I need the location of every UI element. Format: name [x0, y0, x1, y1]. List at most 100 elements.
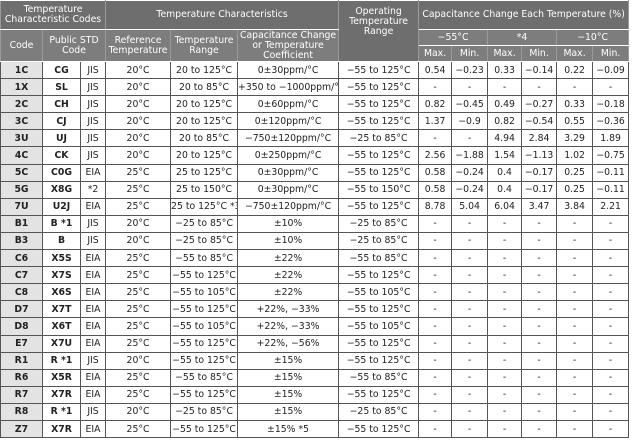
cell-operating-range: −55 to 125°C [338, 163, 420, 182]
cell-t4-min: - [521, 351, 558, 370]
cell-standard: JIS [79, 78, 107, 97]
cell-coefficient: ±15% [237, 368, 340, 387]
cell-t4-max: 1.54 [487, 146, 523, 165]
cell-operating-range: −25 to 85°C [338, 231, 420, 251]
cell-code: 4C [0, 146, 43, 165]
header-operating: Operating Temperature Range [338, 0, 420, 62]
cell-t4-max: - [487, 402, 523, 421]
cell-operating-range: −55 to 150°C [338, 180, 420, 199]
cell-reference-temp: 20°C [105, 214, 172, 233]
cell-m10-min: - [592, 300, 630, 319]
cell-reference-temp: 20°C [105, 129, 172, 148]
header-temp-2: *4 [487, 29, 558, 46]
cell-m10-max: - [556, 300, 594, 319]
cell-m55-max: - [418, 266, 453, 285]
cell-public-code: U2J [42, 197, 81, 216]
cell-t4-max: - [487, 368, 523, 387]
cell-t4-max: - [487, 317, 523, 336]
cell-code: B3 [0, 231, 43, 251]
cell-reference-temp: 20°C [105, 112, 172, 131]
cell-temp-range: −55 to 85°C [170, 249, 239, 268]
cell-public-code: R *1 [42, 402, 81, 421]
header-reference: Reference Temperature [105, 29, 172, 62]
table-row: R6 X5R EIA 25°C −55 to 85°C ±15% −55 to 85°C - -… [0, 368, 630, 387]
cell-coefficient: ±22% [237, 283, 340, 302]
cell-coefficient: 0±30ppm/°C [237, 180, 340, 199]
cell-reference-temp: 25°C [105, 385, 172, 404]
cell-m10-max: - [556, 351, 594, 370]
cell-t4-max: - [487, 249, 523, 268]
cell-t4-min: - [521, 334, 558, 353]
cell-m10-max: 0.25 [556, 163, 594, 182]
cell-public-code: X7T [42, 300, 81, 319]
cell-standard: JIS [79, 60, 107, 80]
cell-code: D8 [0, 317, 43, 336]
cell-reference-temp: 20°C [105, 351, 172, 370]
cell-m55-max: - [418, 214, 453, 233]
cell-t4-max: - [487, 419, 523, 439]
cell-m55-max: 0.82 [418, 95, 453, 114]
cell-coefficient: 0±30ppm/°C [237, 60, 340, 80]
cell-public-code: UJ [42, 129, 81, 148]
cell-reference-temp: 20°C [105, 146, 172, 165]
cell-m10-min: - [592, 283, 630, 302]
table-row: E7 X7U EIA 25°C −55 to 125°C +22%, −56% −55 to… [0, 334, 630, 353]
cell-t4-min: 2.84 [521, 129, 558, 148]
cell-m10-min: −0.75 [592, 146, 630, 165]
cell-standard: JIS [79, 112, 107, 131]
cell-code: 5G [0, 180, 43, 199]
cell-m10-max: 3.84 [556, 197, 594, 216]
table-row: R1 R *1 JIS 20°C −55 to 125°C ±15% −55 to 125°… [0, 351, 630, 370]
cell-m10-max: 0.25 [556, 180, 594, 199]
cell-t4-min: - [521, 385, 558, 404]
cell-operating-range: −55 to 125°C [338, 300, 420, 319]
cell-t4-max: - [487, 231, 523, 251]
cell-m55-max: 2.56 [418, 146, 453, 165]
cell-m10-min: - [592, 368, 630, 387]
table-row: R8 R *1 JIS 20°C −25 to 85°C ±15% −25 to 85°C -… [0, 402, 630, 421]
header-temp-group: Temperature Characteristics [105, 0, 340, 30]
cell-m55-max: - [418, 402, 453, 421]
cell-code: 3C [0, 112, 43, 131]
header-max: Max. [418, 45, 453, 62]
cell-public-code: X6T [42, 317, 81, 336]
cell-reference-temp: 25°C [105, 334, 172, 353]
cell-m10-max: - [556, 214, 594, 233]
table-row: 1C CG JIS 20°C 20 to 125°C 0±30ppm/°C −55 to 1… [0, 60, 630, 80]
cell-public-code: X5R [42, 368, 81, 387]
cell-coefficient: +350 to −1000ppm/°C [237, 78, 340, 97]
cell-m55-min: - [451, 368, 489, 387]
cell-code: R8 [0, 402, 43, 421]
cell-m55-min: - [451, 351, 489, 370]
cell-temp-range: −55 to 105°C [170, 317, 239, 336]
cell-m55-min: - [451, 266, 489, 285]
cell-code: 3U [0, 129, 43, 148]
cell-m55-max: - [418, 129, 453, 148]
cell-m10-min: - [592, 385, 630, 404]
cell-m10-min: - [592, 78, 630, 97]
cell-coefficient: +22%, −56% [237, 334, 340, 353]
table-row: B1 B *1 JIS 20°C −25 to 85°C ±10% −25 to 85°C -… [0, 214, 630, 233]
cell-standard: EIA [79, 249, 107, 268]
cell-m55-max: - [418, 78, 453, 97]
cell-temp-range: −25 to 85°C [170, 214, 239, 233]
cell-m10-max: - [556, 231, 594, 251]
cell-m55-min: −0.45 [451, 95, 489, 114]
header-max: Max. [556, 45, 594, 62]
cell-public-code: CG [42, 60, 81, 80]
cell-t4-min: - [521, 300, 558, 319]
cell-t4-min: - [521, 249, 558, 268]
cell-m10-min: - [592, 402, 630, 421]
cell-temp-range: 20 to 125°C [170, 95, 239, 114]
cell-standard: JIS [79, 95, 107, 114]
cell-standard: JIS [79, 214, 107, 233]
cell-m10-max: - [556, 283, 594, 302]
cell-t4-max: 0.82 [487, 112, 523, 131]
cell-operating-range: −55 to 125°C [338, 385, 420, 404]
cell-m10-max: - [556, 78, 594, 97]
cell-m55-min: - [451, 78, 489, 97]
cell-m55-max: - [418, 419, 453, 439]
cell-reference-temp: 25°C [105, 163, 172, 182]
cell-standard: EIA [79, 368, 107, 387]
cell-t4-min: - [521, 266, 558, 285]
